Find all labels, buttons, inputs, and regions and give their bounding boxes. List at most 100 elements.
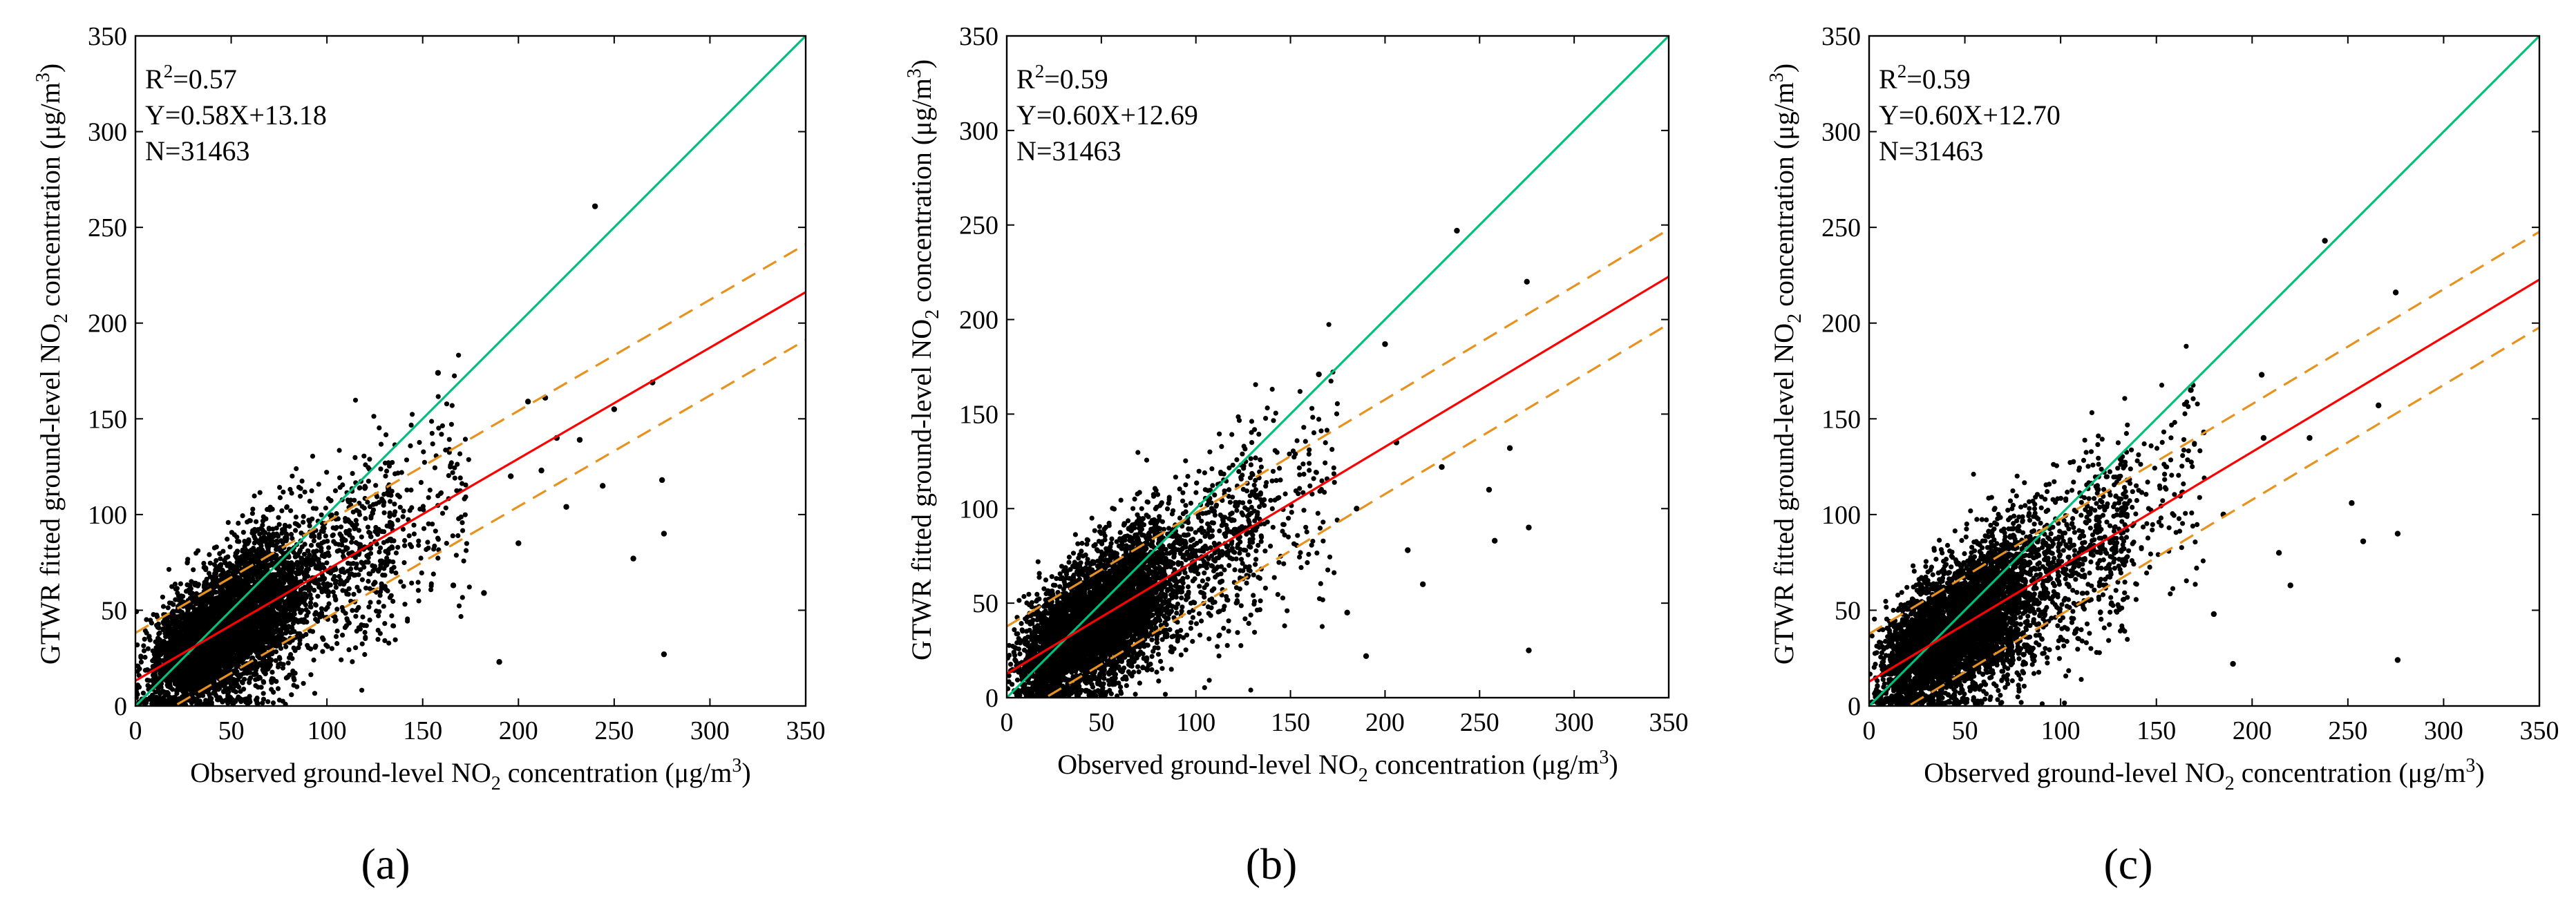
scatter-point <box>219 651 225 657</box>
scatter-point <box>371 414 377 419</box>
scatter-point <box>435 535 441 541</box>
scatter-point <box>316 557 321 562</box>
scatter-point <box>269 613 275 619</box>
scatter-point <box>462 437 468 442</box>
scatter-point <box>289 602 294 607</box>
scatter-point <box>253 668 258 674</box>
scatter-point <box>232 699 238 705</box>
scatter-point <box>245 519 250 525</box>
scatter-point <box>395 517 401 523</box>
scatter-point <box>370 507 377 513</box>
scatter-point <box>448 464 453 470</box>
scatter-point <box>260 700 265 706</box>
scatter-point <box>288 508 294 513</box>
scatter-point <box>392 637 398 642</box>
scatter-point <box>446 437 452 442</box>
scatter-point <box>142 667 148 673</box>
scatter-point <box>345 528 351 535</box>
scatter-point <box>260 518 266 524</box>
scatter-point <box>142 628 148 633</box>
scatter-point <box>301 551 307 557</box>
scatter-point <box>323 589 329 594</box>
scatter-point <box>392 509 398 515</box>
scatter-point <box>375 637 381 642</box>
scatter-point <box>258 685 264 690</box>
scatter-point <box>203 698 209 703</box>
scatter-point <box>450 533 455 539</box>
scatter-point <box>461 558 466 564</box>
scatter-point <box>436 426 442 431</box>
scatter-point <box>377 609 382 615</box>
scatter-point <box>299 556 304 562</box>
scatter-point <box>185 680 191 686</box>
scatter-point <box>291 682 296 688</box>
scatter-point <box>353 565 359 571</box>
scatter-point <box>312 587 317 593</box>
scatter-point <box>291 675 296 680</box>
scatter-point <box>337 475 343 481</box>
scatter-point <box>258 631 263 636</box>
scatter-point <box>155 688 161 694</box>
scatter-point <box>361 622 367 629</box>
scatter-point <box>222 683 227 689</box>
scatter-point <box>248 645 254 651</box>
scatter-point <box>408 487 414 493</box>
scatter-point <box>214 557 219 564</box>
scatter-point <box>325 644 330 649</box>
scatter-point <box>190 673 196 678</box>
scatter-point <box>140 690 146 696</box>
scatter-point <box>312 533 317 540</box>
scatter-point <box>455 461 460 467</box>
scatter-point <box>293 528 299 533</box>
scatter-point <box>169 696 174 701</box>
scatter-point <box>452 475 457 481</box>
scatter-point <box>363 634 368 640</box>
scatter-point <box>171 622 176 627</box>
scatter-point <box>189 614 195 620</box>
scatter-point <box>458 514 464 520</box>
scatter-point <box>339 657 344 662</box>
scatter-point <box>198 606 205 611</box>
scatter-point <box>275 686 281 691</box>
scatter-point <box>227 561 232 566</box>
scatter-point <box>208 606 214 611</box>
scatter-point <box>359 577 366 582</box>
scatter-point <box>430 571 436 577</box>
scatter-point <box>259 610 265 615</box>
scatter-point <box>206 676 211 682</box>
scatter-point <box>405 618 410 624</box>
scatter-point <box>200 673 205 678</box>
scatter-point <box>303 602 308 608</box>
scatter-point <box>356 572 361 577</box>
scatter-point <box>321 637 326 642</box>
scatter-point <box>141 648 147 653</box>
scatter-point <box>196 548 201 553</box>
scatter-point <box>458 613 464 620</box>
scatter-point <box>375 532 381 537</box>
scatter-point <box>304 584 310 590</box>
scatter-point <box>366 479 372 484</box>
scatter-point <box>426 521 431 526</box>
scatter-point <box>401 584 406 589</box>
scatter-point <box>162 631 168 636</box>
scatter-point <box>303 607 309 613</box>
scatter-point <box>333 633 339 640</box>
scatter-point <box>284 504 290 510</box>
scatter-point <box>425 540 430 545</box>
scatter-point <box>256 621 262 627</box>
scatter-point <box>352 397 359 403</box>
scatter-point <box>299 565 305 571</box>
scatter-point <box>207 615 213 620</box>
scatter-point <box>239 554 245 560</box>
scatter-point <box>283 531 290 537</box>
scatter-point <box>195 583 200 589</box>
scatter-point <box>388 493 394 498</box>
scatter-point <box>266 526 272 532</box>
scatter-point <box>234 636 239 642</box>
scatter-point <box>329 646 334 651</box>
scatter-point <box>368 515 374 521</box>
scatter-point <box>332 488 339 494</box>
scatter-point <box>165 605 171 611</box>
scatter-point <box>156 656 162 662</box>
scatter-point <box>340 549 345 555</box>
